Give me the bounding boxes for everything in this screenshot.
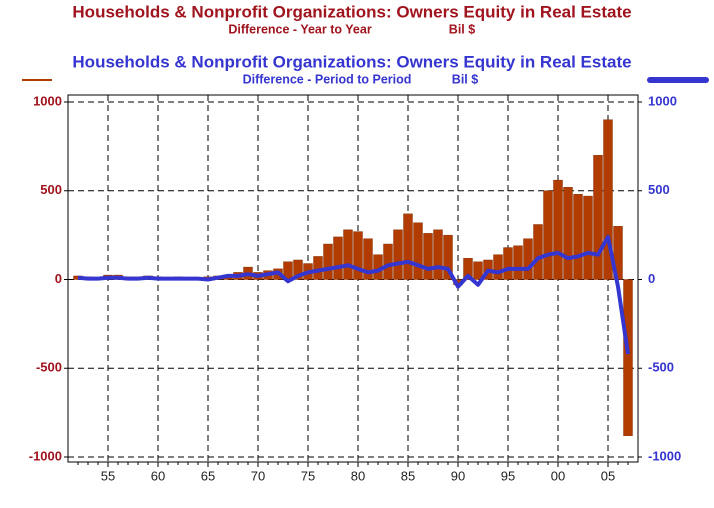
- y-tick-label: 0: [55, 271, 62, 286]
- bar: [423, 233, 433, 280]
- unit-bars: Bil $: [449, 22, 475, 36]
- bar: [383, 243, 393, 280]
- bar: [433, 229, 443, 280]
- bar: [523, 238, 533, 280]
- x-tick-label: 70: [251, 468, 265, 483]
- x-tick-label: 60: [151, 468, 165, 483]
- bar: [293, 259, 303, 280]
- bar: [493, 254, 503, 280]
- x-tick-label: 85: [401, 468, 415, 483]
- bar: [413, 222, 423, 280]
- line: [77, 234, 630, 355]
- x-tick-label: 05: [601, 468, 615, 483]
- bar: [363, 238, 373, 280]
- bar: [403, 213, 413, 280]
- bar: [583, 195, 593, 280]
- bar: [503, 247, 513, 280]
- y2-tick-label: 1000: [648, 93, 677, 108]
- title-line: Households & Nonprofit Organizations: Ow…: [72, 52, 631, 71]
- y-tick-label: -1000: [29, 448, 62, 463]
- plot-frame: [67, 94, 639, 463]
- bar: [573, 194, 583, 280]
- y-tick-label: 500: [40, 182, 62, 197]
- title-bars: Households & Nonprofit Organizations: Ow…: [72, 2, 631, 21]
- bar: [443, 234, 453, 280]
- bar: [393, 229, 403, 280]
- y-tick-label: 1000: [33, 93, 62, 108]
- x-tick-label: 00: [551, 468, 565, 483]
- bar: [623, 279, 633, 436]
- bar: [313, 256, 323, 280]
- bar: [473, 261, 483, 280]
- y2-tick-label: -500: [648, 360, 674, 375]
- x-tick-label: 65: [201, 468, 215, 483]
- bar: [513, 245, 523, 280]
- x-tick-label: 90: [451, 468, 465, 483]
- x-tick-label: 55: [101, 468, 115, 483]
- unit-line: Bil $: [452, 72, 478, 86]
- bar: [563, 186, 573, 280]
- bar: [463, 258, 473, 280]
- bar: [343, 229, 353, 280]
- bar: [543, 190, 553, 280]
- bar: [553, 179, 563, 280]
- y2-tick-label: -1000: [648, 448, 681, 463]
- y2-tick-label: 500: [648, 182, 670, 197]
- bar: [593, 155, 603, 280]
- bar: [533, 224, 543, 280]
- x-tick-label: 75: [301, 468, 315, 483]
- bar: [333, 236, 343, 280]
- x-tick-label: 95: [501, 468, 515, 483]
- y-tick-label: -500: [36, 360, 62, 375]
- y2-tick-label: 0: [648, 271, 655, 286]
- subtitle-bars: Difference - Year to Year: [228, 22, 372, 36]
- subtitle-line: Difference - Period to Period: [243, 72, 412, 86]
- bar: [323, 243, 333, 280]
- bar: [353, 231, 363, 280]
- x-tick-label: 80: [351, 468, 365, 483]
- bar: [603, 119, 613, 280]
